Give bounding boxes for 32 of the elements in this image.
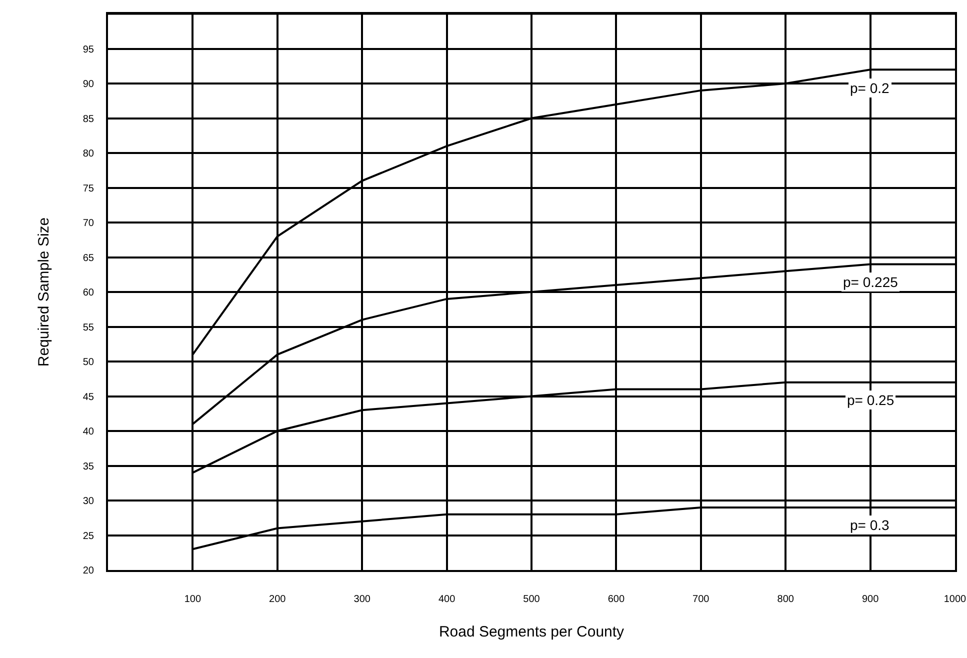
x-axis-title: Road Segments per County bbox=[438, 624, 625, 640]
x-tick-label: 500 bbox=[523, 594, 540, 605]
y-tick-label: 80 bbox=[82, 148, 94, 160]
x-tick-label: 900 bbox=[862, 594, 880, 605]
y-tick-label: 30 bbox=[82, 496, 94, 507]
series-label: p= 0.225 bbox=[843, 274, 898, 290]
x-tick-label: 400 bbox=[438, 594, 456, 605]
y-tick-label: 55 bbox=[82, 322, 94, 334]
y-tick-label: 45 bbox=[82, 392, 94, 403]
y-tick-label: 60 bbox=[82, 288, 94, 298]
y-tick-label: 50 bbox=[82, 357, 94, 368]
y-axis-title: Required Sample Size bbox=[36, 217, 53, 367]
y-tick-label: 65 bbox=[82, 252, 94, 264]
y-tick-label: 85 bbox=[82, 114, 94, 125]
series-label: p= 0.2 bbox=[850, 80, 890, 96]
y-tick-label: 90 bbox=[82, 79, 94, 90]
x-tick-label: 1000 bbox=[944, 594, 967, 605]
y-tick-label: 75 bbox=[82, 183, 94, 194]
y-tick-label: 70 bbox=[82, 218, 94, 229]
y-tick-label: 35 bbox=[82, 461, 94, 472]
y-tick-label: 20 bbox=[82, 566, 94, 576]
x-tick-label: 800 bbox=[777, 594, 794, 605]
x-tick-label: 700 bbox=[692, 594, 710, 605]
x-tick-label: 600 bbox=[608, 594, 625, 605]
series-label: p= 0.3 bbox=[850, 517, 890, 533]
x-tick-label: 200 bbox=[269, 594, 286, 605]
y-tick-label: 40 bbox=[82, 426, 94, 438]
y-tick-label: 95 bbox=[82, 44, 94, 56]
y-tick-label: 25 bbox=[82, 530, 94, 542]
x-tick-label: 100 bbox=[184, 594, 202, 605]
x-tick-label: 300 bbox=[354, 594, 371, 605]
series-label: p= 0.25 bbox=[847, 392, 894, 408]
